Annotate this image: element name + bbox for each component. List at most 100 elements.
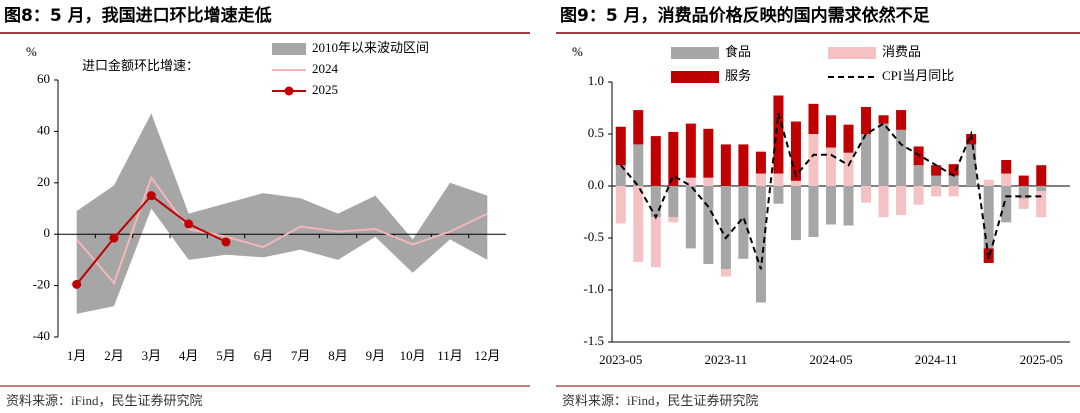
bar-segment bbox=[808, 103, 819, 134]
bar-segment bbox=[913, 165, 924, 186]
x-tick-label: 9月 bbox=[366, 348, 386, 363]
bar-segment bbox=[1001, 160, 1012, 174]
legend-swatch bbox=[671, 47, 719, 59]
bar-segment bbox=[755, 151, 766, 174]
legend-label: 2025 bbox=[312, 82, 338, 97]
bar-segment bbox=[790, 186, 801, 241]
bar-segment bbox=[826, 186, 836, 225]
chart-title: 图9：5 月，消费品价格反映的国内需求依然不足 bbox=[560, 5, 930, 26]
bar-segment bbox=[720, 186, 731, 270]
y-tick-label: 0.0 bbox=[588, 177, 604, 192]
bar-segment bbox=[861, 106, 872, 134]
bar-segment bbox=[808, 134, 819, 186]
point bbox=[221, 237, 231, 247]
legend-label: 2024 bbox=[312, 61, 339, 76]
x-tick-label: 8月 bbox=[328, 348, 348, 363]
bar-segment bbox=[843, 186, 854, 226]
bar-segment bbox=[931, 175, 942, 186]
bar-segment bbox=[720, 269, 731, 277]
bar-segment bbox=[896, 129, 907, 186]
bar-segment bbox=[615, 126, 626, 166]
y-tick-label: -1.5 bbox=[583, 333, 604, 348]
x-tick-label: 10月 bbox=[400, 348, 426, 363]
legend-swatch bbox=[828, 47, 876, 59]
point bbox=[184, 219, 194, 229]
y-axis-label: % bbox=[572, 44, 583, 59]
bar-segment bbox=[808, 186, 819, 237]
bar-segment bbox=[1036, 191, 1047, 218]
bar-segment bbox=[826, 115, 836, 148]
bar-segment bbox=[861, 186, 872, 203]
bar-segment bbox=[861, 134, 872, 186]
bar-segment bbox=[826, 147, 836, 186]
legend-label: CPI当月同比 bbox=[882, 68, 954, 83]
x-tick-label: 3月 bbox=[142, 348, 162, 363]
y-tick-label: 0 bbox=[44, 225, 51, 240]
bar-segment bbox=[773, 173, 784, 186]
bar-segment bbox=[843, 152, 854, 186]
x-tick-label: 2月 bbox=[104, 348, 124, 363]
bar-segment bbox=[703, 177, 714, 186]
bar-segment bbox=[896, 110, 907, 130]
bar-segment bbox=[650, 186, 661, 218]
bar-segment bbox=[931, 165, 942, 176]
bar-segment bbox=[966, 144, 977, 186]
bar-segment bbox=[633, 144, 644, 186]
bar-segment bbox=[1001, 186, 1012, 223]
series-line bbox=[619, 112, 1042, 270]
bar-segment bbox=[948, 175, 959, 186]
legend-label: 食品 bbox=[725, 44, 751, 59]
bar-segment bbox=[878, 115, 889, 124]
bar-segment bbox=[720, 144, 731, 186]
x-tick-label: 2024-11 bbox=[915, 352, 958, 367]
bar-segment bbox=[878, 186, 889, 218]
annotation: 进口金额环比增速： bbox=[82, 58, 199, 73]
legend-label: 服务 bbox=[725, 68, 751, 83]
bar-segment bbox=[948, 164, 959, 176]
point bbox=[146, 191, 156, 201]
legend-label: 消费品 bbox=[882, 44, 921, 59]
bar-segment bbox=[1001, 173, 1012, 186]
y-tick-label: -0.5 bbox=[583, 229, 604, 244]
y-tick-label: 20 bbox=[37, 174, 50, 189]
bar-segment bbox=[1018, 175, 1029, 186]
bar-segment bbox=[685, 177, 696, 186]
y-tick-label: -1.0 bbox=[583, 281, 604, 296]
bar-segment bbox=[931, 186, 942, 197]
legend-swatch bbox=[671, 71, 719, 83]
bar-segment bbox=[983, 186, 994, 249]
chart-title: 图8：5 月，我国进口环比增速走低 bbox=[4, 5, 272, 26]
legend-label: 2010年以来波动区间 bbox=[312, 40, 429, 55]
x-tick-label: 2023-05 bbox=[599, 352, 642, 367]
bar-segment bbox=[790, 180, 801, 186]
x-tick-label: 2025-05 bbox=[1020, 352, 1063, 367]
bar-segment bbox=[1018, 198, 1029, 209]
y-tick-label: 0.5 bbox=[588, 125, 604, 140]
source: 资料来源：iFind，民生证券研究院 bbox=[6, 393, 202, 408]
bar-segment bbox=[615, 186, 626, 224]
bar-segment bbox=[896, 186, 907, 216]
y-tick-label: -20 bbox=[33, 277, 50, 292]
bar-segment bbox=[790, 121, 801, 181]
bar-segment bbox=[685, 186, 696, 249]
bar-segment bbox=[615, 165, 626, 186]
bar-segment bbox=[1036, 186, 1047, 192]
bar-segment bbox=[913, 186, 924, 205]
y-axis-label: % bbox=[26, 44, 37, 59]
bar-segment bbox=[685, 123, 696, 178]
x-tick-label: 11月 bbox=[437, 348, 463, 363]
bar-segment bbox=[1036, 165, 1047, 186]
source: 资料来源：iFind，民生证券研究院 bbox=[562, 393, 758, 408]
bar-segment bbox=[773, 186, 784, 204]
bar-segment bbox=[668, 131, 679, 186]
x-tick-label: 12月 bbox=[474, 348, 500, 363]
bar-segment bbox=[668, 186, 679, 218]
y-tick-label: -40 bbox=[33, 328, 50, 343]
bar-segment bbox=[703, 128, 714, 178]
bar-segment bbox=[650, 136, 661, 186]
x-tick-label: 2023-11 bbox=[704, 352, 747, 367]
legend-swatch bbox=[272, 43, 306, 55]
x-tick-label: 5月 bbox=[216, 348, 236, 363]
bar-segment bbox=[738, 144, 749, 186]
